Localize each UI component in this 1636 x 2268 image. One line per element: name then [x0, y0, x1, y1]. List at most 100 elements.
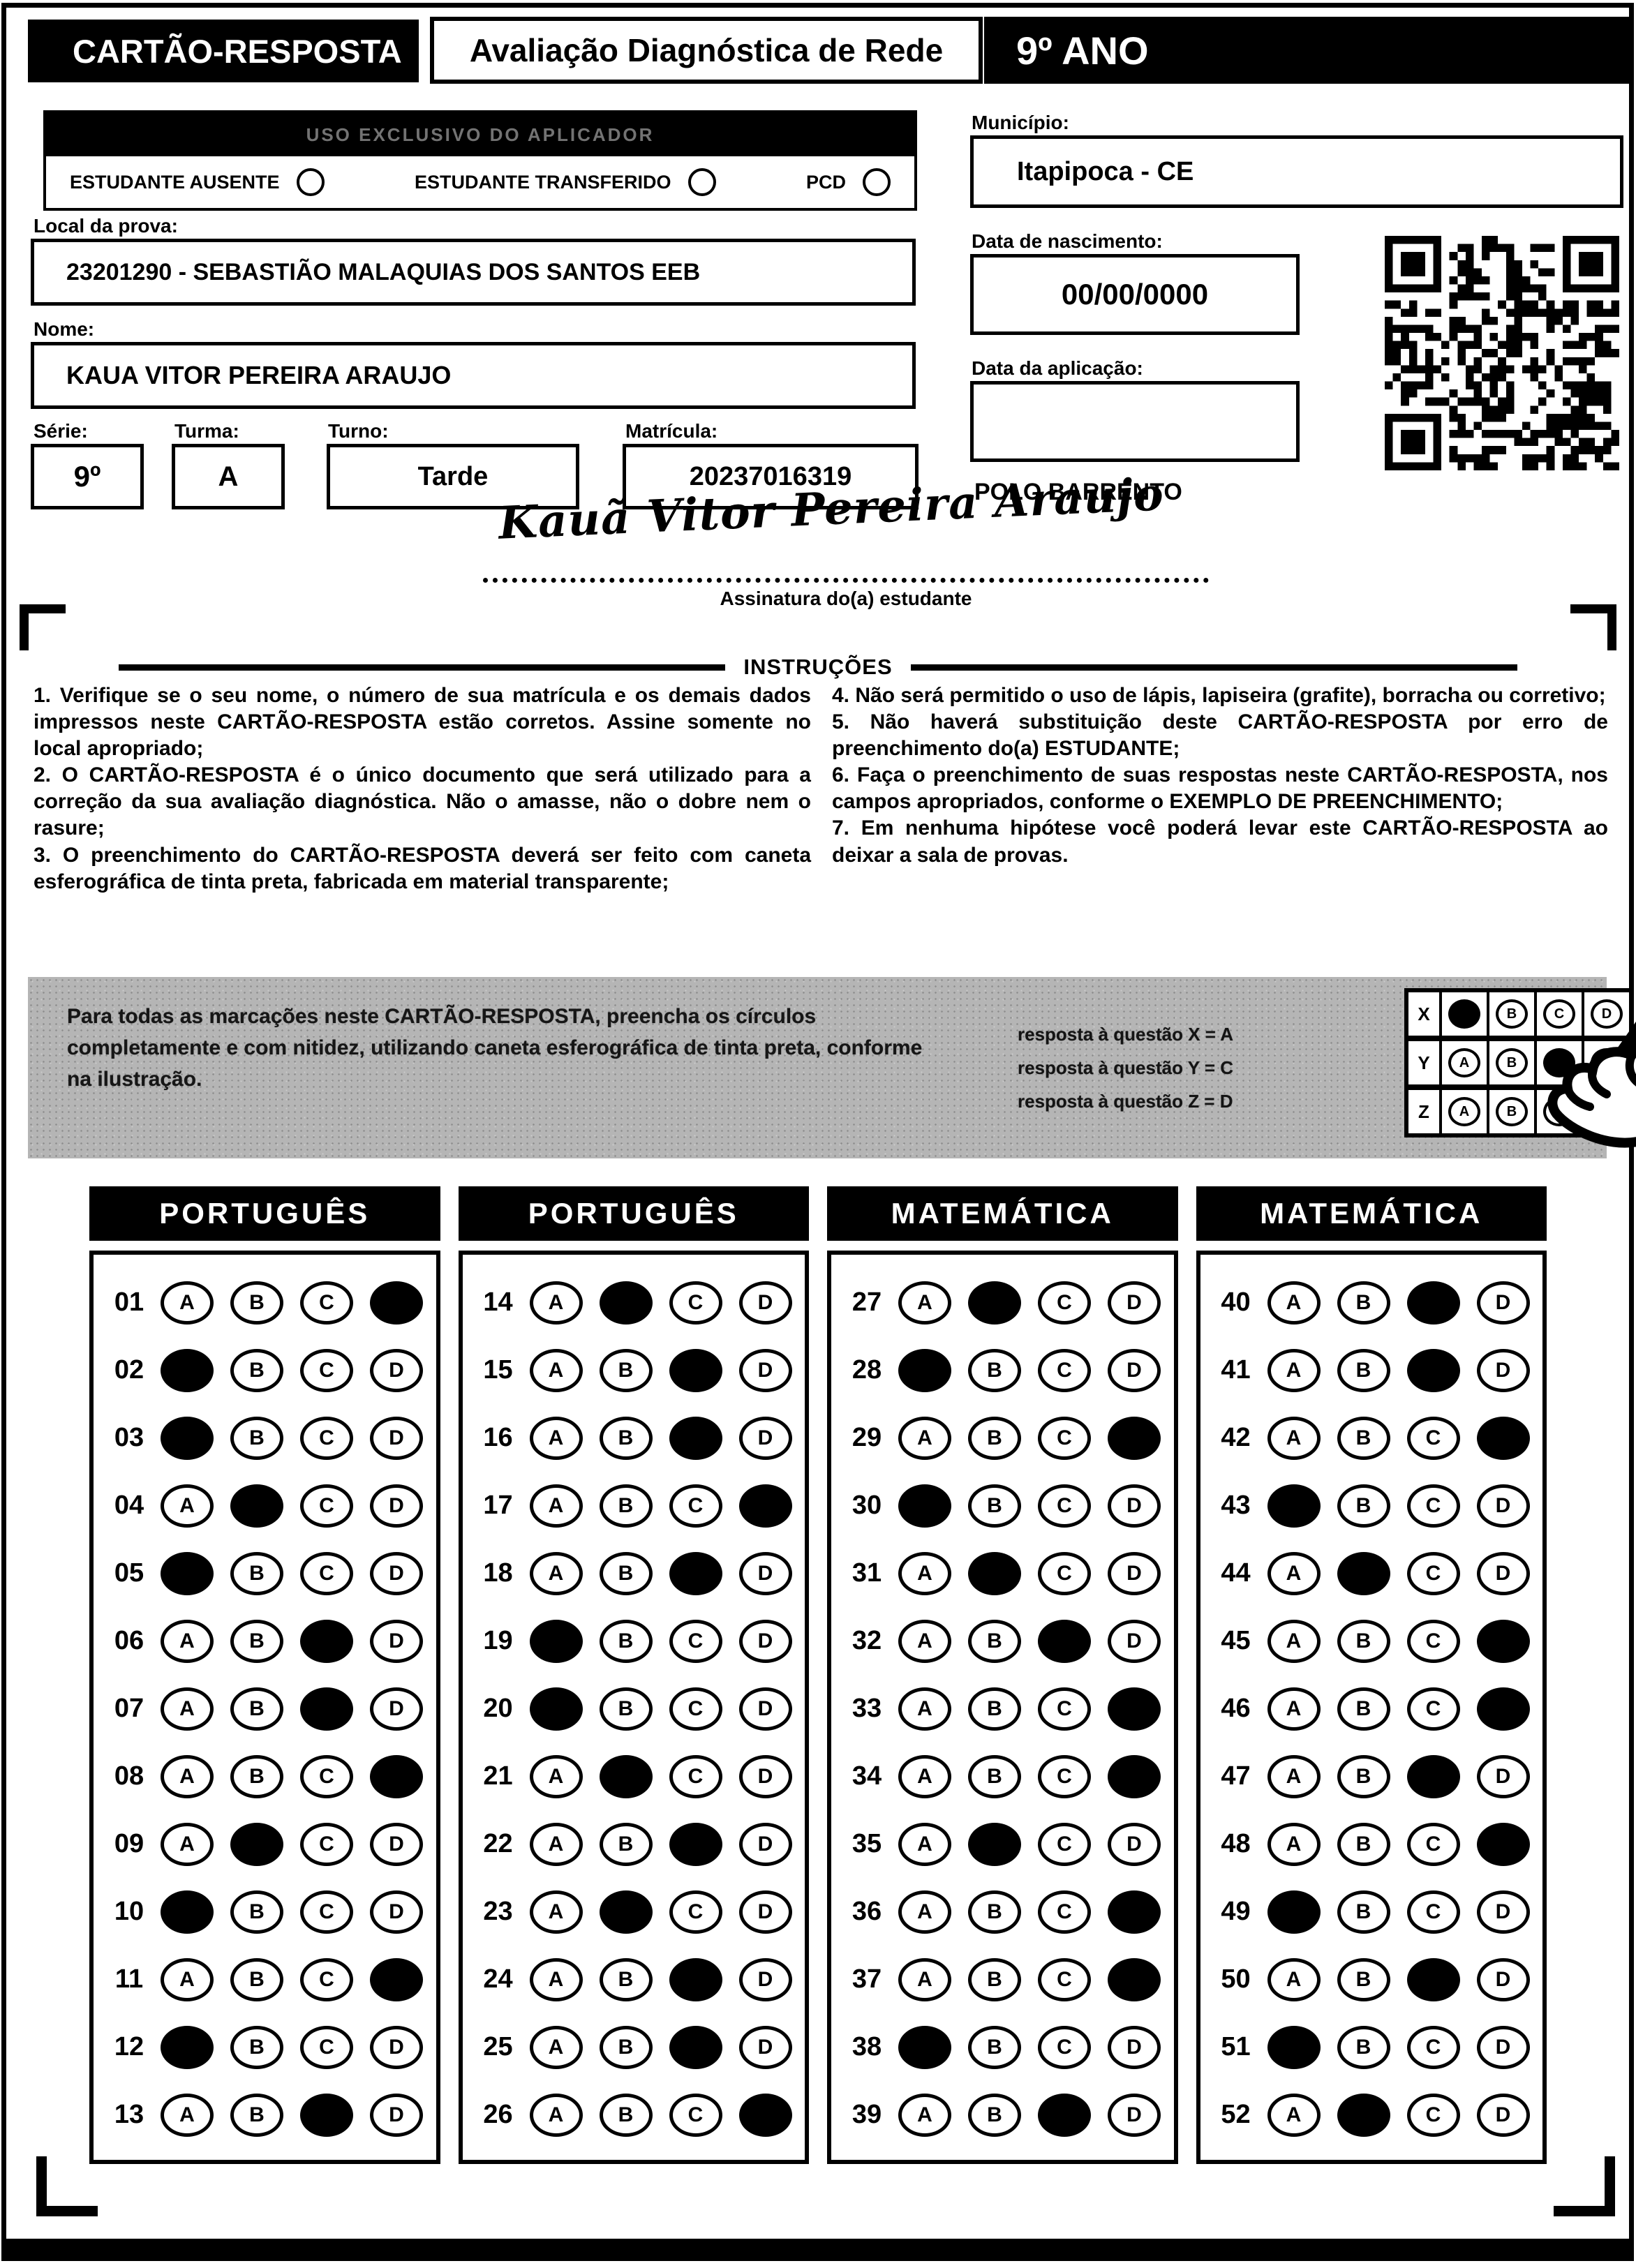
- answer-bubble-D[interactable]: D: [1476, 1348, 1530, 1392]
- answer-bubble-D[interactable]: D: [1476, 1281, 1530, 1325]
- answer-bubble-B[interactable]: B: [599, 1619, 653, 1663]
- answer-bubble-C[interactable]: C: [1038, 1687, 1091, 1731]
- answer-bubble-D[interactable]: D: [1108, 1281, 1161, 1325]
- answer-bubble-A[interactable]: A: [529, 2093, 583, 2137]
- answer-bubble-A[interactable]: A: [529, 1822, 583, 1866]
- answer-bubble-B[interactable]: B: [230, 1348, 283, 1392]
- answer-bubble-D[interactable]: D: [738, 1484, 792, 1528]
- answer-bubble-A[interactable]: A: [161, 1619, 214, 1663]
- answer-bubble-C[interactable]: C: [1406, 1687, 1460, 1731]
- answer-bubble-A[interactable]: A: [161, 1348, 214, 1392]
- answer-bubble-A[interactable]: A: [529, 1619, 583, 1663]
- answer-bubble-C[interactable]: C: [1406, 1416, 1460, 1460]
- answer-bubble-A[interactable]: A: [1267, 1619, 1321, 1663]
- answer-bubble-B[interactable]: B: [230, 1957, 283, 2001]
- answer-bubble-A[interactable]: A: [161, 1890, 214, 1934]
- answer-bubble-D[interactable]: D: [738, 1890, 792, 1934]
- answer-bubble-D[interactable]: D: [1108, 2093, 1161, 2137]
- answer-bubble-A[interactable]: A: [1267, 1754, 1321, 1798]
- answer-bubble-D[interactable]: D: [1476, 1416, 1530, 1460]
- answer-bubble-B[interactable]: B: [968, 1822, 1021, 1866]
- answer-bubble-C[interactable]: C: [1406, 1957, 1460, 2001]
- answer-bubble-A[interactable]: A: [1267, 2025, 1321, 2069]
- answer-bubble-B[interactable]: B: [968, 1687, 1021, 1731]
- answer-bubble-A[interactable]: A: [898, 1484, 951, 1528]
- answer-bubble-A[interactable]: A: [1267, 2093, 1321, 2137]
- answer-bubble-A[interactable]: A: [898, 1890, 951, 1934]
- answer-bubble-C[interactable]: C: [300, 1687, 353, 1731]
- answer-bubble-A[interactable]: A: [1267, 1348, 1321, 1392]
- answer-bubble-C[interactable]: C: [300, 1484, 353, 1528]
- answer-bubble-D[interactable]: D: [370, 1551, 423, 1595]
- answer-bubble-A[interactable]: A: [898, 1416, 951, 1460]
- answer-bubble-B[interactable]: B: [1337, 1619, 1390, 1663]
- answer-bubble-A[interactable]: A: [898, 1754, 951, 1798]
- answer-bubble-D[interactable]: D: [370, 1822, 423, 1866]
- answer-bubble-A[interactable]: A: [1267, 1822, 1321, 1866]
- answer-bubble-B[interactable]: B: [599, 1822, 653, 1866]
- answer-bubble-D[interactable]: D: [738, 1551, 792, 1595]
- answer-bubble-B[interactable]: B: [230, 1619, 283, 1663]
- answer-bubble-B[interactable]: B: [230, 1687, 283, 1731]
- answer-bubble-B[interactable]: B: [1337, 1416, 1390, 1460]
- answer-bubble-D[interactable]: D: [738, 2093, 792, 2137]
- answer-bubble-A[interactable]: A: [529, 1687, 583, 1731]
- answer-bubble-C[interactable]: C: [1038, 1484, 1091, 1528]
- answer-bubble-C[interactable]: C: [1406, 1890, 1460, 1934]
- answer-bubble-C[interactable]: C: [300, 1754, 353, 1798]
- answer-bubble-C[interactable]: C: [1038, 1957, 1091, 2001]
- answer-bubble-A[interactable]: A: [898, 1822, 951, 1866]
- answer-bubble-B[interactable]: B: [230, 1890, 283, 1934]
- answer-bubble-D[interactable]: D: [370, 1281, 423, 1325]
- answer-bubble-C[interactable]: C: [669, 1348, 722, 1392]
- answer-bubble-D[interactable]: D: [1476, 2025, 1530, 2069]
- answer-bubble-A[interactable]: A: [898, 1551, 951, 1595]
- answer-bubble-C[interactable]: C: [669, 1281, 722, 1325]
- answer-bubble-B[interactable]: B: [599, 1281, 653, 1325]
- answer-bubble-C[interactable]: C: [669, 1619, 722, 1663]
- answer-bubble-B[interactable]: B: [230, 2025, 283, 2069]
- answer-bubble-D[interactable]: D: [370, 1348, 423, 1392]
- answer-bubble-B[interactable]: B: [1337, 2025, 1390, 2069]
- examiner-option-circle[interactable]: [863, 168, 891, 196]
- answer-bubble-C[interactable]: C: [1038, 1416, 1091, 1460]
- answer-bubble-A[interactable]: A: [898, 1687, 951, 1731]
- answer-bubble-B[interactable]: B: [230, 1484, 283, 1528]
- answer-bubble-A[interactable]: A: [1267, 1484, 1321, 1528]
- answer-bubble-C[interactable]: C: [669, 1687, 722, 1731]
- answer-bubble-A[interactable]: A: [161, 1687, 214, 1731]
- answer-bubble-D[interactable]: D: [370, 2093, 423, 2137]
- answer-bubble-D[interactable]: D: [1108, 2025, 1161, 2069]
- answer-bubble-D[interactable]: D: [1108, 1348, 1161, 1392]
- answer-bubble-D[interactable]: D: [370, 1416, 423, 1460]
- answer-bubble-D[interactable]: D: [738, 1822, 792, 1866]
- answer-bubble-C[interactable]: C: [1406, 1281, 1460, 1325]
- answer-bubble-A[interactable]: A: [161, 1551, 214, 1595]
- answer-bubble-C[interactable]: C: [1038, 1348, 1091, 1392]
- answer-bubble-C[interactable]: C: [1406, 1348, 1460, 1392]
- answer-bubble-C[interactable]: C: [669, 1416, 722, 1460]
- answer-bubble-B[interactable]: B: [968, 1416, 1021, 1460]
- answer-bubble-B[interactable]: B: [230, 1822, 283, 1866]
- answer-bubble-C[interactable]: C: [1038, 1754, 1091, 1798]
- answer-bubble-A[interactable]: A: [1267, 1551, 1321, 1595]
- answer-bubble-A[interactable]: A: [529, 1416, 583, 1460]
- examiner-option-circle[interactable]: [296, 168, 325, 196]
- answer-bubble-C[interactable]: C: [1038, 2093, 1091, 2137]
- answer-bubble-A[interactable]: A: [161, 2093, 214, 2137]
- answer-bubble-B[interactable]: B: [599, 1416, 653, 1460]
- answer-bubble-D[interactable]: D: [738, 1687, 792, 1731]
- answer-bubble-C[interactable]: C: [300, 1619, 353, 1663]
- answer-bubble-D[interactable]: D: [1108, 1754, 1161, 1798]
- answer-bubble-A[interactable]: A: [1267, 1890, 1321, 1934]
- answer-bubble-A[interactable]: A: [161, 1822, 214, 1866]
- answer-bubble-C[interactable]: C: [1406, 1551, 1460, 1595]
- answer-bubble-C[interactable]: C: [300, 1822, 353, 1866]
- answer-bubble-C[interactable]: C: [669, 1822, 722, 1866]
- answer-bubble-A[interactable]: A: [529, 1348, 583, 1392]
- answer-bubble-D[interactable]: D: [1108, 1957, 1161, 2001]
- answer-bubble-A[interactable]: A: [1267, 1687, 1321, 1731]
- answer-bubble-B[interactable]: B: [230, 1416, 283, 1460]
- answer-bubble-B[interactable]: B: [599, 2025, 653, 2069]
- answer-bubble-C[interactable]: C: [669, 1754, 722, 1798]
